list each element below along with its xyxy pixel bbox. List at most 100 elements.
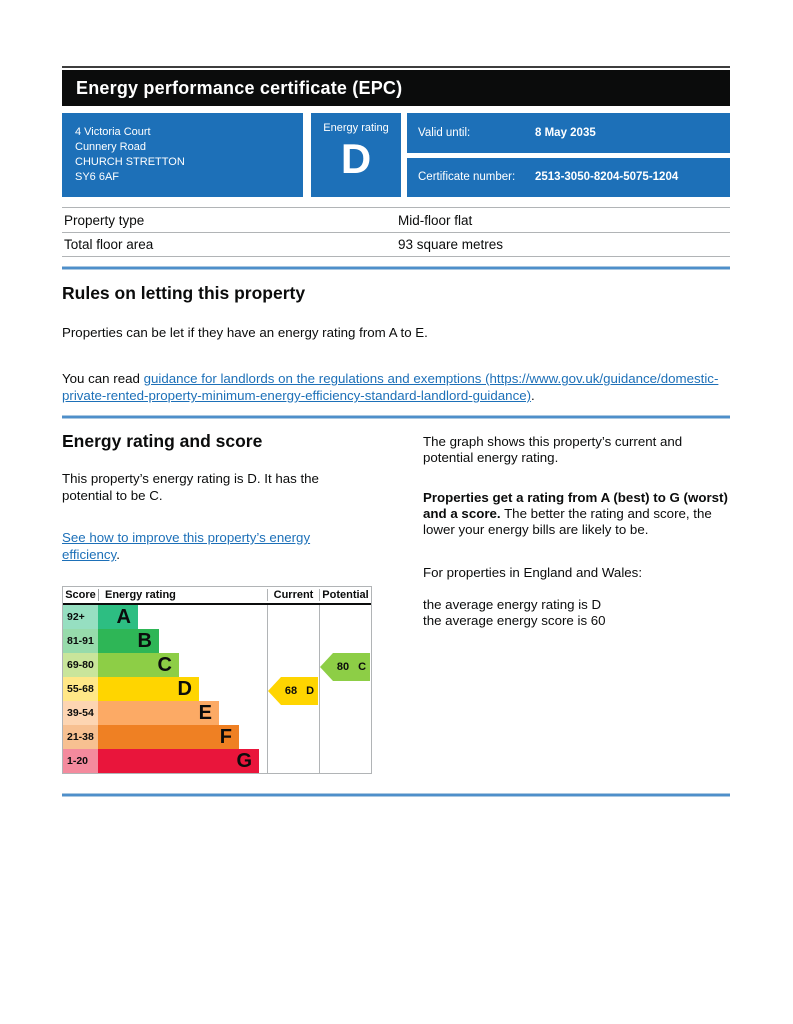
section-divider (62, 416, 730, 418)
guidance-prefix-text: You can read (62, 371, 144, 386)
property-address-panel: 4 Victoria Court Cunnery Road CHURCH STR… (62, 113, 303, 197)
band-bar-cell: B (98, 629, 267, 653)
band-bar-B: B (98, 629, 159, 653)
address-line-2: Cunnery Road (75, 141, 146, 153)
band-score-range: 92+ (63, 605, 98, 629)
potential-column-cell (319, 653, 371, 677)
improve-link-suffix: . (116, 547, 120, 562)
band-bar-D: D (98, 677, 199, 701)
potential-rating-arrow: 80 C (320, 653, 370, 681)
band-bar-cell: A (98, 605, 267, 629)
landlord-guidance-paragraph: You can read guidance for landlords on t… (62, 370, 730, 404)
band-bar-cell: G (98, 749, 267, 773)
valid-until-row: Valid until: 8 May 2035 (407, 113, 730, 153)
current-column-header: Current (267, 589, 319, 601)
energy-rating-label: Energy rating (323, 122, 389, 134)
certificate-number-value: 2513-3050-8204-5075-1204 (535, 171, 679, 184)
current-column-cell (267, 701, 319, 725)
rating-section-right-column: The graph shows this property’s current … (423, 431, 730, 774)
band-bar-E: E (98, 701, 219, 725)
average-values-block: the average energy rating is D the avera… (423, 597, 730, 628)
band-bar-F: F (98, 725, 239, 749)
energy-rating-panel: Energy rating D (311, 113, 401, 197)
rating-explainer-bold: Properties get a rating from A (best) to… (423, 490, 728, 521)
current-column-cell (267, 653, 319, 677)
band-score-range: 55-68 (63, 677, 98, 701)
epc-band-row-B: 81-91 B (63, 629, 371, 653)
address-line-4: SY6 6AF (75, 171, 120, 183)
table-row: Total floor area 93 square metres (62, 232, 730, 257)
epc-band-row-D: 55-68 D (63, 677, 371, 701)
certificate-title-banner: Energy performance certificate (EPC) (62, 70, 730, 106)
epc-band-row-E: 39-54 E (63, 701, 371, 725)
section-divider (62, 267, 730, 269)
address-line-1: 4 Victoria Court (75, 126, 151, 138)
band-bar-cell: E (98, 701, 267, 725)
epc-band-row-G: 1-20 G (63, 749, 371, 773)
band-score-range: 81-91 (63, 629, 98, 653)
page-title: Energy performance certificate (EPC) (76, 77, 403, 98)
energy-rating-column-header: Energy rating (98, 589, 267, 601)
potential-rating-arrow-label: 80 C (336, 661, 367, 673)
certificate-content: Energy performance certificate (EPC) 4 V… (62, 0, 730, 796)
table-row: Property type Mid-floor flat (62, 207, 730, 232)
certificate-number-label: Certificate number: (418, 171, 516, 184)
current-column-cell (267, 605, 319, 629)
property-details-table: Property type Mid-floor flat Total floor… (62, 207, 730, 257)
energy-rating-value: D (340, 135, 372, 182)
current-rating-arrow-label: 68 D (284, 685, 315, 697)
rating-summary-paragraph: This property’s energy rating is D. It h… (62, 471, 319, 503)
summary-panels: 4 Victoria Court Cunnery Road CHURCH STR… (62, 113, 730, 197)
rating-section-heading: Energy rating and score (62, 431, 263, 451)
epc-bands: 92+ A 81-91 B 69-80 C 55-68 D 39-54 E 21-38 F 1-20 G (63, 605, 371, 773)
potential-column-cell (319, 701, 371, 725)
rating-explainer-rest: The better the rating and score, the low… (423, 506, 712, 537)
current-column-cell (267, 629, 319, 653)
current-column-cell (267, 725, 319, 749)
floor-area-value: 93 square metres (398, 237, 504, 252)
epc-chart-header: Score Energy rating Current Potential (63, 587, 371, 605)
certificate-meta-panel: Valid until: 8 May 2035 Certificate numb… (407, 113, 730, 197)
improve-efficiency-paragraph: See how to improve this property’s energ… (62, 529, 362, 563)
guidance-suffix-text: . (531, 388, 535, 403)
band-bar-cell: C (98, 653, 267, 677)
rating-explainer-paragraph: Properties get a rating from A (best) to… (423, 490, 730, 538)
current-column-cell (267, 749, 319, 773)
property-type-value: Mid-floor flat (398, 212, 473, 228)
potential-column-cell (319, 605, 371, 629)
epc-rating-chart: Score Energy rating Current Potential 92… (62, 586, 372, 774)
property-type-label: Property type (64, 212, 145, 228)
rating-section: Energy rating and score This property’s … (62, 431, 730, 774)
band-bar-G: G (98, 749, 259, 773)
average-score-line: the average energy score is 60 (423, 612, 606, 628)
average-rating-line: the average energy rating is D (423, 597, 602, 612)
epc-band-row-F: 21-38 F (63, 725, 371, 749)
epc-band-row-A: 92+ A (63, 605, 371, 629)
band-bar-C: C (98, 653, 179, 677)
band-bar-cell: F (98, 725, 267, 749)
improve-efficiency-link[interactable]: See how to improve this property’s energ… (62, 530, 311, 562)
current-rating-arrow: 68 D (268, 677, 318, 705)
rules-paragraph: Properties can be let if they have an en… (62, 325, 428, 340)
band-bar-cell: D (98, 677, 267, 701)
potential-column-cell (319, 629, 371, 653)
rating-section-left-column: Energy rating and score This property’s … (62, 431, 394, 774)
landlord-guidance-link[interactable]: guidance for landlords on the regulation… (62, 371, 719, 403)
band-bar-A: A (98, 605, 138, 629)
england-wales-paragraph: For properties in England and Wales: (423, 565, 643, 580)
potential-column-cell (319, 677, 371, 701)
graph-description-paragraph: The graph shows this property’s current … (423, 434, 683, 465)
current-column-cell (267, 677, 319, 701)
top-rule (62, 66, 730, 68)
band-score-range: 69-80 (63, 653, 98, 677)
floor-area-label: Total floor area (64, 237, 154, 252)
epc-band-row-C: 69-80 C (63, 653, 371, 677)
potential-column-cell (319, 749, 371, 773)
valid-until-label: Valid until: (418, 126, 471, 139)
score-column-header: Score (65, 589, 96, 601)
potential-column-header: Potential (319, 589, 371, 601)
section-divider (62, 794, 730, 796)
valid-until-value: 8 May 2035 (535, 126, 596, 139)
rules-section-heading: Rules on letting this property (62, 283, 306, 303)
address-line-3: CHURCH STRETTON (75, 156, 185, 168)
